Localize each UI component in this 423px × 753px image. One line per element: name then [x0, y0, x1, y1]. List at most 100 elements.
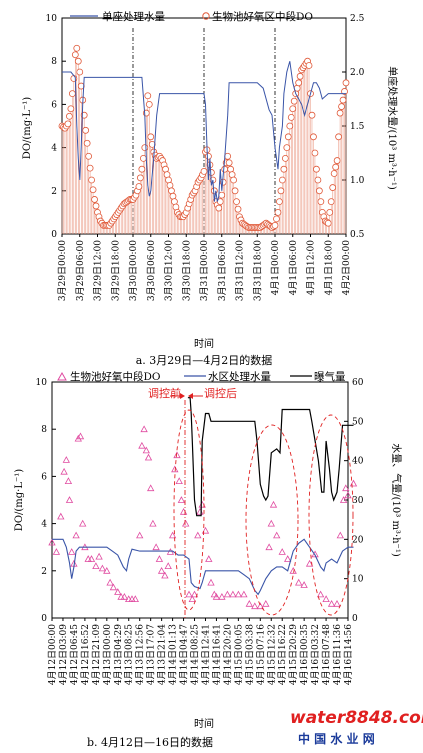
a-do-point — [342, 79, 350, 87]
a-do-point — [215, 204, 223, 212]
a-do-point — [64, 120, 72, 128]
b-do-point — [72, 531, 80, 539]
b-do-point — [265, 543, 273, 551]
highlight-ellipse-2 — [245, 424, 299, 616]
a-do-point — [73, 44, 81, 52]
watermark-cn-text: 中 国 水 业 网 — [298, 731, 375, 746]
b-do-point — [79, 519, 87, 527]
b-x-tick-label: 4月15日03:38 — [244, 624, 255, 685]
a-do-point — [82, 126, 90, 134]
b-x-tick-label: 4月15日07:16 — [255, 624, 266, 685]
b-do-point — [190, 590, 199, 598]
a-do-point — [91, 196, 98, 203]
b-do-point — [327, 599, 336, 607]
a-do-point — [200, 167, 208, 175]
chart-a-legend: 单座处理水量 生物池好氧区中段DO — [70, 10, 313, 23]
b-x-tick-label: 4月14日16:41 — [211, 624, 222, 685]
b-do-point — [316, 590, 325, 598]
a-do-point — [144, 92, 152, 100]
a-x-tick-label: 4月2日00:00 — [341, 240, 352, 296]
b-do-point — [322, 595, 330, 602]
highlight-ellipse-3 — [308, 414, 354, 616]
chart-a-x-axis-label: 时间 — [194, 337, 214, 350]
a-do-point — [89, 186, 97, 194]
b-x-tick-label: 4月14日12:41 — [200, 624, 211, 685]
b-do-point — [336, 531, 344, 539]
a-do-point — [305, 62, 313, 69]
a-do-point — [335, 133, 343, 141]
b-do-point — [131, 595, 139, 602]
a-x-tick-label: 4月1日06:00 — [288, 240, 299, 296]
chart-b-x-axis-label: 时间 — [194, 717, 214, 730]
b-do-point — [269, 500, 278, 508]
a-x-tick-label: 3月29日00:00 — [57, 240, 68, 301]
b-do-point — [194, 531, 202, 539]
a-do-point — [286, 122, 294, 130]
a-x-tick-label: 3月30日00:00 — [128, 240, 139, 301]
b-do-point — [60, 467, 68, 475]
watermark-text: water8848.com — [290, 708, 423, 728]
chart-b-right-axis-label: 水量、气量/(10³ m³·h⁻¹) — [390, 443, 403, 557]
b-do-point — [196, 507, 204, 515]
b-x-tick-label: 4月16日00:35 — [299, 624, 310, 685]
a-x-tick-label: 3月31日06:00 — [217, 240, 228, 301]
a-do-point — [71, 51, 79, 59]
b-x-tick-label: 4月13日00:00 — [102, 624, 113, 685]
b-do-point — [284, 555, 292, 562]
a-do-point — [327, 198, 335, 206]
b-do-point — [333, 599, 341, 607]
b-right-tick-label: 50 — [352, 417, 364, 427]
a-do-point — [324, 219, 332, 227]
b-do-point — [164, 562, 172, 569]
b-x-tick-label: 4月12日00:00 — [47, 624, 58, 685]
b-do-point — [138, 441, 146, 449]
b-air-line — [187, 397, 354, 517]
legend-b-do-swatch — [57, 371, 67, 381]
b-x-tick-label: 4月13日08:25 — [124, 624, 135, 685]
a-do-point — [225, 159, 233, 167]
b-left-tick-label: 0 — [41, 614, 47, 624]
a-do-point — [278, 176, 286, 184]
b-do-point — [48, 538, 56, 546]
b-do-point — [68, 548, 76, 555]
a-do-point — [230, 176, 237, 184]
a-x-tick-label: 3月29日06:00 — [75, 240, 86, 301]
chart-b-left-ticks: 0 2 4 6 8 10 — [36, 378, 56, 624]
b-x-tick-label: 4月12日21:09 — [91, 624, 102, 685]
a-do-point — [308, 111, 316, 119]
b-x-tick-label: 4月15日00:05 — [233, 624, 244, 685]
legend-b-air-label: 曝气量 — [314, 370, 346, 383]
b-do-point — [278, 548, 286, 555]
a-left-tick-label: 0 — [51, 230, 57, 240]
a-x-tick-label: 3月31日12:00 — [235, 240, 246, 301]
a-x-tick-label: 4月1日00:00 — [270, 240, 281, 296]
b-do-point — [64, 477, 73, 484]
a-do-point — [145, 101, 153, 108]
a-x-tick-label: 4月1日18:00 — [323, 240, 334, 296]
b-flow-line — [52, 538, 354, 596]
legend-b-flow-label: 水区处理水量 — [208, 371, 271, 383]
a-do-point — [77, 82, 85, 90]
a-do-point — [86, 164, 94, 172]
b-x-tick-label: 4月13日12:56 — [135, 624, 146, 685]
b-x-tick-label: 4月13日04:29 — [113, 624, 124, 685]
a-do-point — [336, 109, 344, 117]
a-left-tick-label: 6 — [51, 100, 57, 110]
b-do-point — [212, 592, 221, 600]
b-x-tick-label: 4月15日16:22 — [277, 624, 288, 685]
b-do-point — [344, 491, 352, 499]
chart-a-x-ticks: 3月29日00:00 3月29日06:00 3月29日12:00 3月29日18:00… — [57, 234, 352, 301]
a-do-point — [88, 176, 95, 184]
b-do-point — [240, 590, 248, 598]
a-do-point — [233, 198, 240, 206]
a-do-point — [234, 205, 242, 213]
a-do-point — [287, 113, 295, 121]
a-do-point — [338, 103, 345, 110]
highlight-ellipse-1 — [173, 409, 205, 611]
a-do-point — [274, 208, 282, 216]
a-do-point — [141, 144, 149, 152]
b-do-point — [305, 559, 314, 567]
b-do-point — [157, 566, 166, 574]
b-do-point — [256, 602, 264, 610]
b-do-point — [152, 543, 160, 551]
